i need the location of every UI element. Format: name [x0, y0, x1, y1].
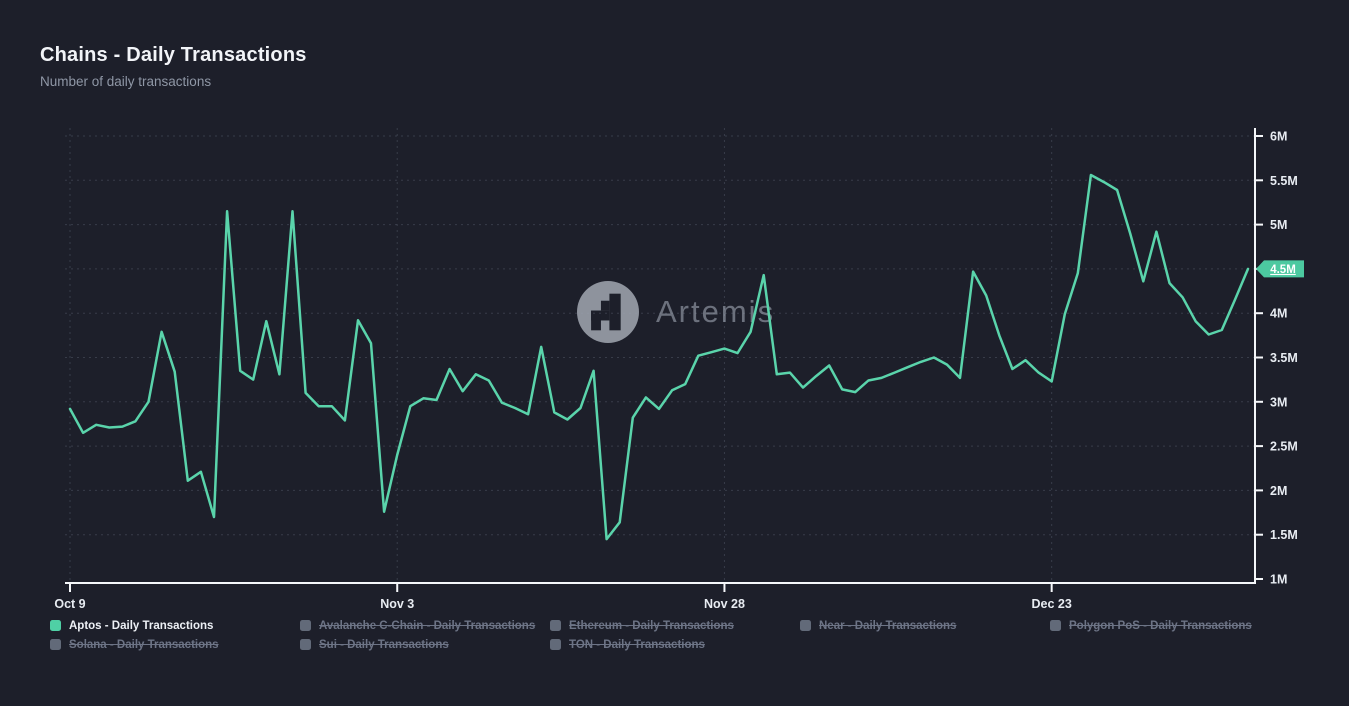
- y-tick-label: 2M: [1270, 484, 1287, 498]
- y-tick-label: 1.5M: [1270, 528, 1298, 542]
- legend-swatch: [800, 620, 811, 631]
- page-title: Chains - Daily Transactions: [40, 44, 307, 66]
- y-tick-label: 1M: [1270, 573, 1287, 587]
- legend-item-ton[interactable]: TON - Daily Transactions: [550, 637, 800, 652]
- x-tick-label: Nov 28: [704, 597, 745, 611]
- y-tick-label: 5.5M: [1270, 174, 1298, 188]
- current-value-label: 4.5M: [1270, 264, 1296, 276]
- y-tick-label: 4M: [1270, 307, 1287, 321]
- chart-header: Chains - Daily Transactions Number of da…: [40, 44, 307, 89]
- legend-label: Solana - Daily Transactions: [69, 638, 219, 651]
- legend-swatch: [550, 639, 561, 650]
- series-line-aptos: [68, 173, 1250, 541]
- page-subtitle: Number of daily transactions: [40, 74, 212, 89]
- legend-swatch: [50, 639, 61, 650]
- legend-label: Ethereum - Daily Transactions: [569, 619, 734, 632]
- legend-swatch: [1050, 620, 1061, 631]
- legend-swatch: [300, 620, 311, 631]
- legend-swatch: [550, 620, 561, 631]
- x-tick-label: Dec 23: [1032, 597, 1072, 611]
- legend-label: Aptos - Daily Transactions: [69, 619, 214, 632]
- legend-item-near[interactable]: Near - Daily Transactions: [800, 618, 1050, 633]
- legend-swatch: [300, 639, 311, 650]
- legend-item-polygon[interactable]: Polygon PoS - Daily Transactions: [1050, 618, 1300, 633]
- legend-item-sui[interactable]: Sui - Daily Transactions: [300, 637, 550, 652]
- chart-legend: Aptos - Daily Transactions Avalanche C-Ch…: [50, 618, 1300, 652]
- x-tick-label: Nov 3: [380, 597, 414, 611]
- x-tick-label: Oct 9: [54, 597, 85, 611]
- legend-item-ethereum[interactable]: Ethereum - Daily Transactions: [550, 618, 800, 633]
- legend-label: Near - Daily Transactions: [819, 619, 957, 632]
- gridlines: [65, 128, 1255, 583]
- y-tick-label: 5M: [1270, 218, 1287, 232]
- legend-label: Polygon PoS - Daily Transactions: [1069, 619, 1252, 632]
- y-tick-label: 6M: [1270, 130, 1287, 144]
- current-value-badge: 4.5M: [1256, 260, 1304, 278]
- legend-item-solana[interactable]: Solana - Daily Transactions: [50, 637, 300, 652]
- y-tick-label: 3.5M: [1270, 351, 1298, 365]
- legend-swatch: [50, 620, 61, 631]
- legend-label: TON - Daily Transactions: [569, 638, 705, 651]
- y-tick-label: 3M: [1270, 395, 1287, 409]
- legend-item-avalanche[interactable]: Avalanche C-Chain - Daily Transactions: [300, 618, 550, 633]
- legend-item-aptos[interactable]: Aptos - Daily Transactions: [50, 618, 300, 633]
- x-axis: Oct 9 Nov 3 Nov 28 Dec 23: [54, 582, 1256, 611]
- legend-label: Avalanche C-Chain - Daily Transactions: [319, 619, 536, 632]
- y-tick-label: 2.5M: [1270, 440, 1298, 454]
- y-axis: 6M 5.5M 5M 4.5M 4M 3.5M 3M 2.5M 2M 1.5M 1M: [1254, 128, 1298, 587]
- legend-label: Sui - Daily Transactions: [319, 638, 449, 651]
